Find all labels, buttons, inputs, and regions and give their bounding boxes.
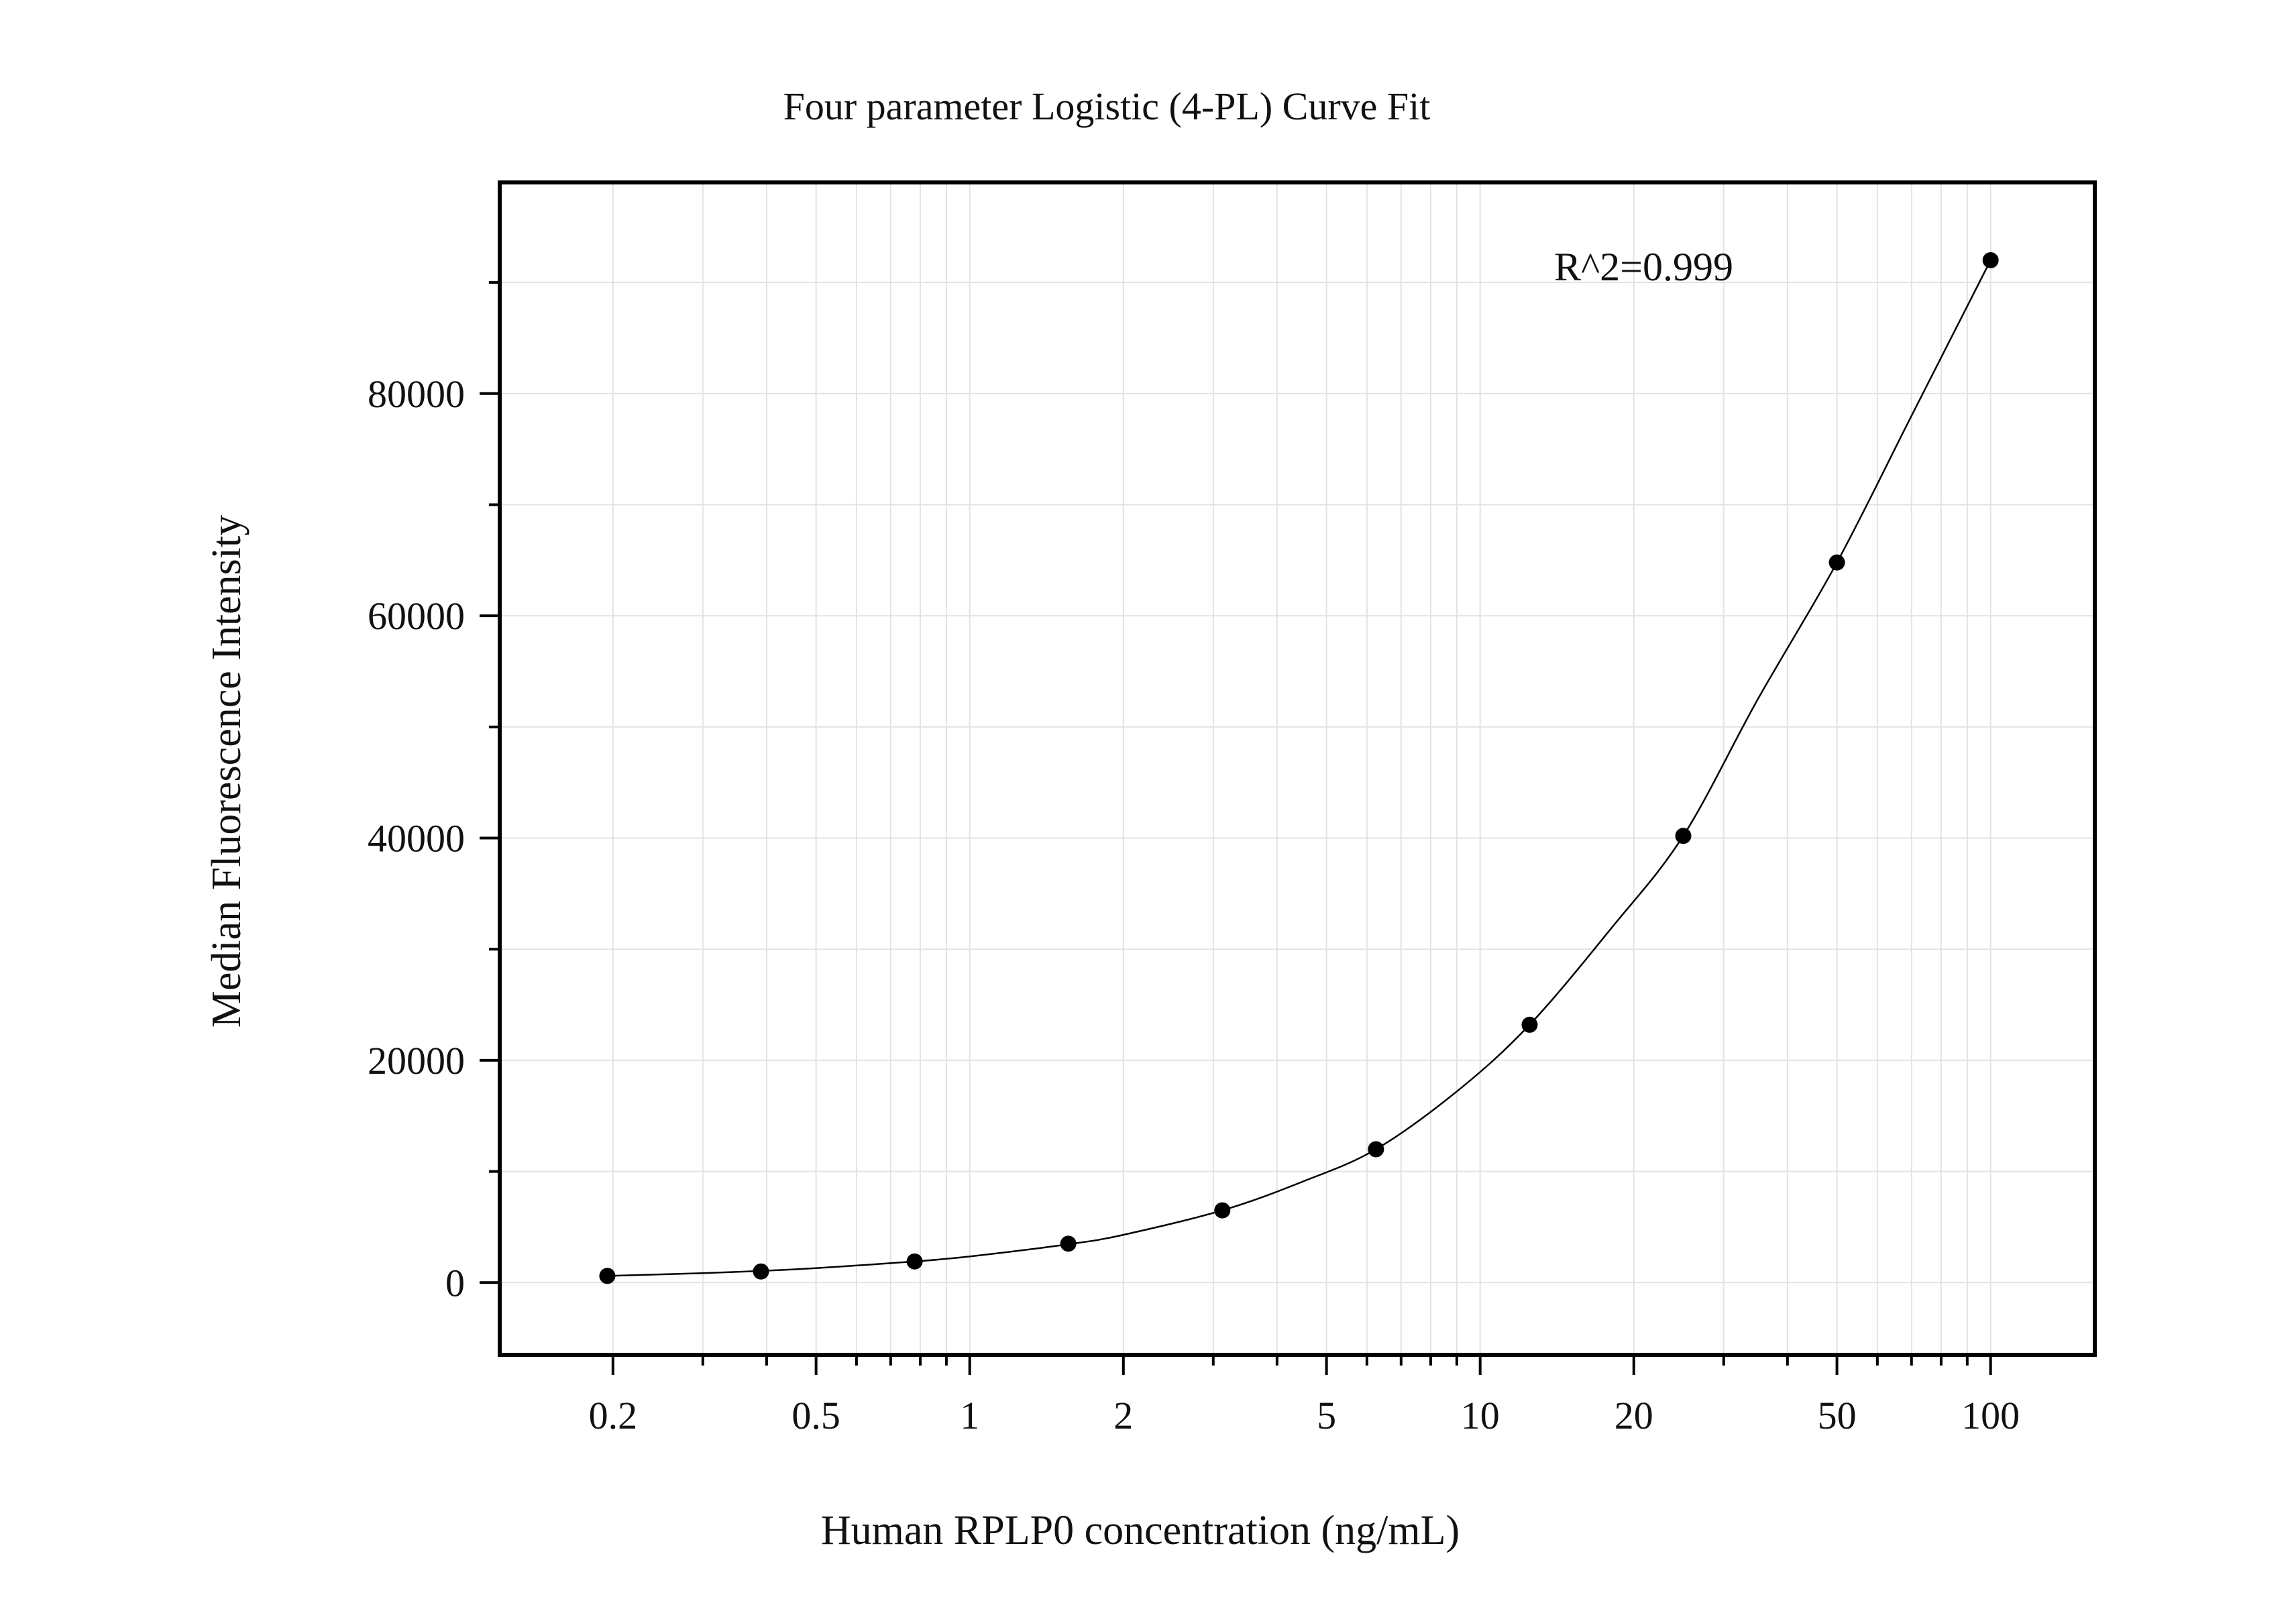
axis-ticks [480, 281, 1992, 1375]
data-point [753, 1263, 769, 1280]
x-axis-label: Human RPLP0 concentration (ng/mL) [821, 1508, 1460, 1553]
data-point [1368, 1141, 1384, 1158]
y-tick-label: 60000 [368, 594, 465, 638]
x-tick-label: 20 [1615, 1394, 1653, 1437]
r-squared-annotation: R^2=0.999 [1554, 245, 1733, 289]
data-points [599, 252, 1999, 1284]
data-point [1060, 1235, 1077, 1252]
x-tick-label: 0.5 [791, 1394, 840, 1437]
y-tick-label: 80000 [368, 372, 465, 416]
y-tick-label: 0 [445, 1261, 465, 1305]
x-tick-label: 10 [1461, 1394, 1500, 1437]
x-tick-label: 2 [1113, 1394, 1133, 1437]
tick-labels: 0.2 0.5 1 2 5 10 20 50 100 0 20000 40000 60000 80000 [368, 372, 2020, 1437]
grid [500, 182, 2095, 1355]
x-tick-label: 100 [1961, 1394, 2020, 1437]
x-tick-label: 5 [1317, 1394, 1336, 1437]
chart-title: Four parameter Logistic (4-PL) Curve Fit [783, 85, 1431, 128]
y-axis-label: Median Fluorescence Intensity [204, 515, 250, 1028]
data-point [1521, 1016, 1538, 1033]
data-point [1982, 252, 1999, 268]
y-tick-label: 40000 [368, 817, 465, 861]
data-point [1828, 554, 1845, 571]
data-point [599, 1268, 616, 1284]
x-tick-label: 1 [960, 1394, 979, 1437]
x-tick-label: 0.2 [589, 1394, 638, 1437]
data-point [906, 1253, 923, 1270]
y-tick-label: 20000 [368, 1039, 465, 1083]
fit-curve-layer [607, 260, 1991, 1277]
x-tick-label: 50 [1818, 1394, 1857, 1437]
plot-frame [498, 180, 2097, 1357]
data-point [1675, 828, 1692, 844]
data-point [1214, 1202, 1231, 1219]
fit-curve [607, 260, 1991, 1277]
